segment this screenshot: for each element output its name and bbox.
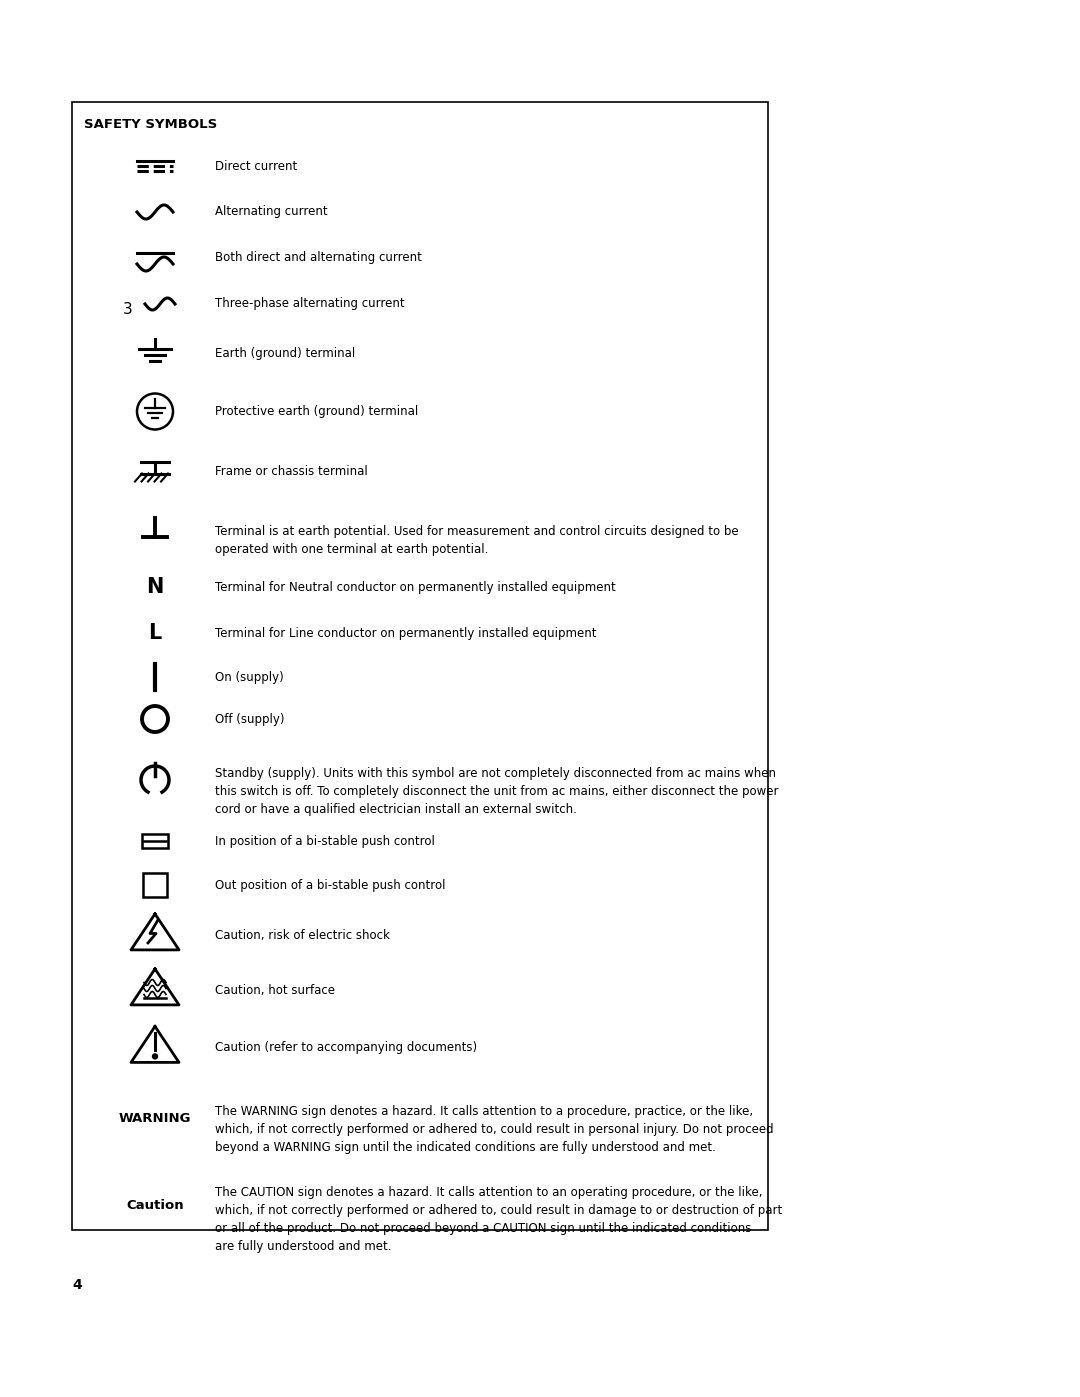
Text: Out position of a bi-stable push control: Out position of a bi-stable push control — [215, 879, 446, 891]
Bar — [143, 873, 167, 897]
Text: Terminal for Line conductor on permanently installed equipment: Terminal for Line conductor on permanent… — [215, 626, 596, 640]
Text: 3: 3 — [123, 302, 133, 317]
Text: Both direct and alternating current: Both direct and alternating current — [215, 251, 422, 264]
Text: N: N — [146, 577, 164, 597]
Circle shape — [152, 1053, 158, 1059]
Text: Frame or chassis terminal: Frame or chassis terminal — [215, 465, 368, 478]
Text: The CAUTION sign denotes a hazard. It calls attention to an operating procedure,: The CAUTION sign denotes a hazard. It ca… — [215, 1186, 782, 1253]
Text: Earth (ground) terminal: Earth (ground) terminal — [215, 346, 355, 359]
Text: The WARNING sign denotes a hazard. It calls attention to a procedure, practice, : The WARNING sign denotes a hazard. It ca… — [215, 1105, 773, 1154]
Text: Terminal for Neutral conductor on permanently installed equipment: Terminal for Neutral conductor on perman… — [215, 581, 616, 594]
Text: Caution (refer to accompanying documents): Caution (refer to accompanying documents… — [215, 1042, 477, 1055]
Text: On (supply): On (supply) — [215, 671, 284, 683]
Text: Protective earth (ground) terminal: Protective earth (ground) terminal — [215, 405, 418, 418]
Text: Caution, hot surface: Caution, hot surface — [215, 983, 335, 997]
Text: In position of a bi-stable push control: In position of a bi-stable push control — [215, 834, 435, 848]
Text: Caution, risk of electric shock: Caution, risk of electric shock — [215, 929, 390, 942]
Bar — [141, 834, 168, 848]
Text: Alternating current: Alternating current — [215, 205, 327, 218]
Text: Caution: Caution — [126, 1199, 184, 1213]
Text: 4: 4 — [72, 1278, 82, 1292]
Text: Off (supply): Off (supply) — [215, 712, 284, 725]
Bar — [72, 102, 768, 1229]
Text: Direct current: Direct current — [215, 159, 297, 172]
Text: Three-phase alternating current: Three-phase alternating current — [215, 298, 405, 310]
Text: SAFETY SYMBOLS: SAFETY SYMBOLS — [84, 117, 217, 131]
Text: Terminal is at earth potential. Used for measurement and control circuits design: Terminal is at earth potential. Used for… — [215, 525, 739, 556]
Text: L: L — [148, 623, 162, 643]
Text: WARNING: WARNING — [119, 1112, 191, 1125]
Text: Standby (supply). Units with this symbol are not completely disconnected from ac: Standby (supply). Units with this symbol… — [215, 767, 779, 816]
